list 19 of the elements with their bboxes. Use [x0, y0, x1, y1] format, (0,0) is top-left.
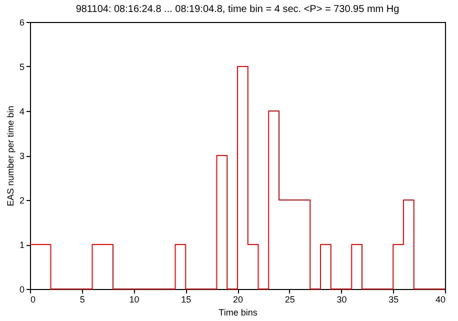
- y-tick-label: 5: [19, 62, 24, 72]
- y-tick-label: 2: [19, 196, 24, 206]
- x-tick-label: 20: [232, 294, 244, 304]
- y-axis-title: EAS number per time bin: [5, 106, 16, 206]
- x-tick-label: 40: [435, 294, 446, 304]
- y-tick-label: 4: [19, 106, 24, 116]
- x-tick-label: 10: [129, 294, 140, 304]
- y-tick-label: 0: [19, 284, 24, 294]
- x-tick-label: 15: [181, 294, 192, 304]
- y-tick-label: 6: [19, 18, 24, 28]
- x-tick-label: 35: [388, 294, 399, 304]
- y-tick-label: 1: [19, 240, 24, 250]
- x-tick-label: 0: [30, 294, 36, 304]
- x-axis-title: Time bins: [218, 308, 258, 318]
- y-tick-label: 3: [19, 151, 24, 161]
- x-tick-label: 5: [80, 294, 85, 304]
- chart-title: 981104: 08:16:24.8 ... 08:19:04.8, time bin = 4 sec. <P> = 730.95 mm Hg: [76, 4, 400, 15]
- x-tick-label: 25: [284, 294, 295, 304]
- x-tick-label: 30: [336, 294, 347, 304]
